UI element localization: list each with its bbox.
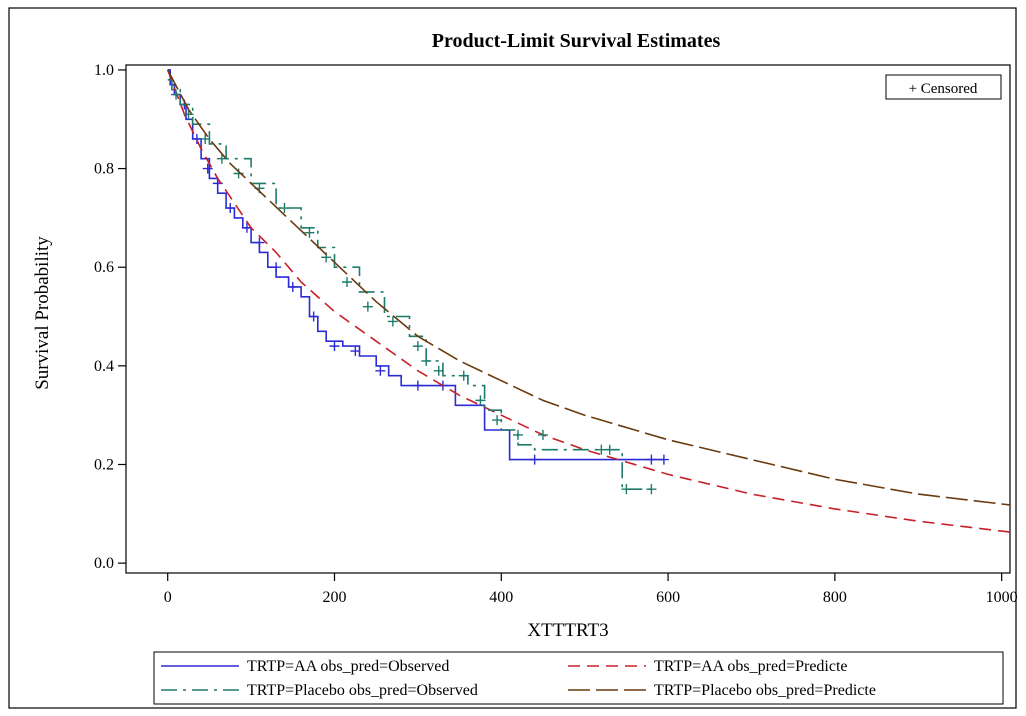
censor-mark [287,281,298,292]
x-axis-label: XTTTRT3 [527,620,608,641]
censor-mark [475,395,486,406]
figure-border [8,7,1017,709]
x-tick-label: 800 [823,589,847,606]
y-tick-label: 0.6 [94,259,114,276]
censor-mark [596,444,607,455]
censor-mark [646,454,657,465]
censor-mark [225,203,236,214]
censor-mark [362,301,373,312]
censor-mark [412,341,423,352]
series-1 [167,69,669,465]
legend-label: TRTP=AA obs_pred=Predicte [654,658,848,675]
censor-mark [350,346,361,357]
y-tick-label: 0.0 [94,555,114,572]
y-tick-label: 0.2 [94,456,114,473]
plot-area [125,64,1011,574]
legend-box [153,651,1004,705]
series-line [166,69,1011,533]
x-tick-label: 0 [164,589,172,606]
legend-label: TRTP=Placebo obs_pred=Observed [247,682,478,699]
censor-mark [254,237,265,248]
censor-mark [342,277,352,288]
censor-mark [279,203,290,214]
y-axis: 0.0 0.2 0.4 0.6 0.8 1.0 [94,62,126,572]
series-legend: TRTP=AA obs_pred=Observed TRTP=AA obs_pre… [153,651,1004,705]
x-tick-label: 200 [322,589,346,606]
series-3 [167,79,657,495]
chart-title: Product-Limit Survival Estimates [432,30,721,52]
censor-mark [421,355,432,366]
censor-mark [604,444,615,455]
legend-label: TRTP=AA obs_pred=Observed [247,658,449,675]
censor-mark [658,454,669,465]
censor-mark [308,311,319,322]
y-axis-label: Survival Probability [32,236,53,390]
censor-mark [512,429,523,440]
x-tick-label: 400 [489,589,513,606]
censored-legend-text: + Censored [909,81,978,97]
censor-mark [171,89,182,100]
x-tick-label: 1000 [986,589,1018,606]
y-tick-label: 0.8 [94,161,114,178]
censor-mark [375,365,386,376]
series-line [166,69,1011,506]
censor-mark [304,227,315,238]
censor-mark [200,133,211,144]
censored-legend: + Censored [885,74,1002,100]
censor-mark [202,163,213,174]
censor-mark [233,168,244,179]
censor-mark [387,316,398,327]
censor-mark [183,109,194,120]
series-line [167,69,664,461]
censor-mark [621,484,632,495]
censor-mark [537,429,548,440]
censor-mark [329,341,340,352]
series-4 [166,69,1011,506]
legend-label: TRTP=Placebo obs_pred=Predicte [654,682,876,699]
censor-mark [271,262,282,273]
series-layer [166,69,1011,533]
censor-mark [433,365,444,376]
y-tick-label: 0.4 [94,358,114,375]
censor-mark [191,133,202,144]
censor-mark [412,380,423,391]
x-tick-label: 600 [656,589,680,606]
censor-mark [492,415,503,426]
series-2 [166,69,1011,533]
censor-mark [458,370,469,381]
series-line [167,79,652,490]
censor-mark [529,454,540,465]
censor-mark [646,484,657,495]
y-tick-label: 1.0 [94,62,114,79]
censor-mark [216,153,227,164]
x-axis: 0 200 400 600 800 1000 [164,573,1018,606]
censored-legend-box [885,74,1002,100]
